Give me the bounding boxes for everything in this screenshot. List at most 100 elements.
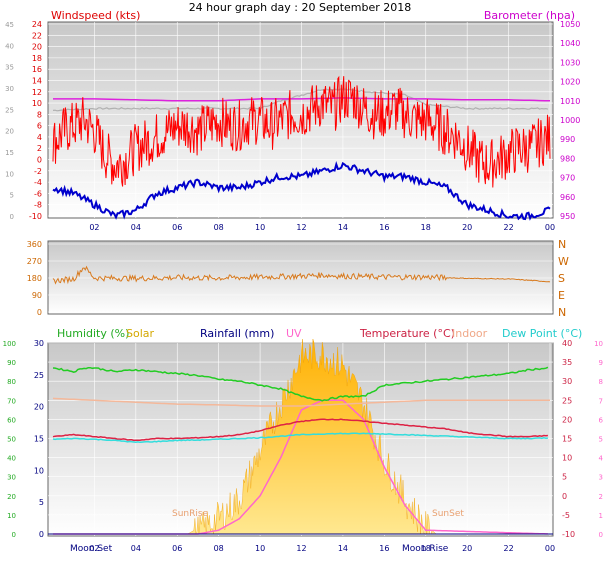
compass-tick: N <box>558 238 566 251</box>
barometer-y-tick: 1020 <box>560 78 580 87</box>
uv-y-axis: 0 1 2 3 4 5 6 7 8 9 10 <box>594 340 603 539</box>
wind-outer-y-tick: 5 <box>10 192 14 200</box>
wind-y-tick: 10 <box>32 99 42 108</box>
uv-y-tick: 8 <box>599 378 603 386</box>
wind-outer-y-tick: 10 <box>5 170 14 178</box>
uv-y-tick: 6 <box>599 416 604 424</box>
humidity-y-axis: 0 10 20 30 40 50 60 70 80 90 100 <box>3 340 16 539</box>
wind-outer-y-tick: 15 <box>5 149 14 157</box>
wind-outer-y-tick: 25 <box>5 106 14 114</box>
wind-outer-y-tick: 40 <box>5 42 14 50</box>
compass-tick: E <box>558 289 565 302</box>
uv-y-tick: 2 <box>599 493 603 501</box>
wind-y-tick: -2 <box>34 167 42 176</box>
uv-y-tick: 1 <box>599 512 603 520</box>
wind-x-tick: 08 <box>214 223 224 232</box>
temperature-y-tick: 15 <box>562 435 572 444</box>
temperature-y-tick: 10 <box>562 454 572 463</box>
humidity-y-tick: 20 <box>7 493 16 501</box>
wind-x-tick: 18 <box>421 223 431 232</box>
wind-x-tick: 04 <box>131 223 141 232</box>
weather-x-tick: 12 <box>296 544 306 553</box>
direction-y-tick: 0 <box>37 308 42 317</box>
rainfall-y-tick: 15 <box>34 435 44 444</box>
wind-outer-y-tick: 35 <box>5 64 14 72</box>
humidity-y-tick: 100 <box>3 340 16 348</box>
uv-y-tick: 4 <box>599 455 604 463</box>
wind-x-tick: 06 <box>172 223 182 232</box>
weather-lines <box>48 338 553 535</box>
wind-lines <box>52 75 551 221</box>
temperature-y-tick: 35 <box>562 358 572 367</box>
wind-outer-y-tick: 45 <box>5 21 14 29</box>
wind-x-tick: 20 <box>462 223 472 232</box>
weather-x-tick: 18 <box>421 544 431 553</box>
weather-x-tick: 02 <box>89 544 99 553</box>
direction-y-axis: 0 90 180 270 360 <box>27 240 42 317</box>
barometer-y-tick: 1030 <box>560 58 580 67</box>
weather-x-axis: 02 04 06 08 10 12 14 16 18 20 22 00 <box>89 544 555 553</box>
humidity-y-tick: 90 <box>7 359 16 367</box>
temperature-y-tick: 5 <box>562 473 567 482</box>
wind-y-tick: 22 <box>32 31 42 40</box>
moon-rise-label: Moon Rise <box>402 544 449 554</box>
barometer-y-axis: 950 960 970 980 990 1000 1010 1020 1030 1040 1050 <box>560 20 580 221</box>
temperature-y-axis: -10 -5 0 5 10 15 20 25 30 35 40 <box>562 339 575 539</box>
wind-legend-barometer: Barometer (hpa) <box>484 9 575 22</box>
graph-title: 24 hour graph day : 20 September 2018 <box>189 1 412 14</box>
legend-rainfall: Rainfall (mm) <box>200 327 274 340</box>
wind-x-tick: 22 <box>503 223 513 232</box>
wind-x-tick: 14 <box>338 223 348 232</box>
weather-x-tick: 06 <box>172 544 182 553</box>
rainfall-y-tick: 20 <box>34 403 44 412</box>
humidity-y-tick: 60 <box>7 416 16 424</box>
temperature-y-tick: 20 <box>562 415 572 424</box>
weather-x-tick: 16 <box>379 544 389 553</box>
barometer-line <box>53 97 551 102</box>
wind-x-tick: 00 <box>545 223 555 232</box>
direction-lines <box>52 265 551 285</box>
rainfall-y-tick: 25 <box>34 371 44 380</box>
wind-outer-y-tick: 0 <box>10 213 14 221</box>
wind-outer-y-axis: 0 5 10 15 20 25 30 35 40 45 <box>5 21 14 221</box>
temperature-y-tick: 40 <box>562 339 572 348</box>
humidity-y-tick: 80 <box>7 378 16 386</box>
temperature-y-tick: 30 <box>562 377 572 386</box>
compass-tick: N <box>558 306 566 319</box>
temperature-line <box>52 418 548 442</box>
wind-y-tick: 16 <box>32 65 42 74</box>
humidity-line <box>52 366 549 402</box>
weather-x-tick: 10 <box>255 544 265 553</box>
wind-y-tick: -8 <box>34 201 42 210</box>
wind-y-tick: 6 <box>37 122 42 131</box>
windspeed-line <box>52 75 551 188</box>
direction-y-tick: 180 <box>27 274 42 283</box>
compass-tick: W <box>558 255 569 268</box>
wind-y-tick: 4 <box>37 133 42 142</box>
wind-y-tick: 2 <box>37 144 42 153</box>
weather-x-tick: 08 <box>214 544 224 553</box>
barometer-y-tick: 1010 <box>560 97 580 106</box>
barometer-y-tick: 980 <box>560 154 575 163</box>
uv-y-tick: 3 <box>599 474 603 482</box>
temperature-y-tick: 25 <box>562 396 572 405</box>
grey-series-line <box>52 88 549 112</box>
wind-y-tick: 18 <box>32 54 42 63</box>
humidity-y-tick: 10 <box>7 512 16 520</box>
uv-y-tick: 0 <box>599 531 603 539</box>
wind-x-tick: 16 <box>379 223 389 232</box>
dewpoint-line <box>52 432 548 444</box>
wind-y-tick: 14 <box>32 76 42 85</box>
uv-y-tick: 7 <box>599 397 603 405</box>
weather-legend: Humidity (%) Solar Rainfall (mm) UV Temp… <box>57 327 582 340</box>
temperature-y-tick: -5 <box>562 511 570 520</box>
barometer-y-tick: 1000 <box>560 116 580 125</box>
weather-x-tick: 04 <box>131 544 141 553</box>
wind-y-tick: 12 <box>32 88 42 97</box>
wind-outer-y-tick: 20 <box>5 128 14 136</box>
humidity-y-tick: 50 <box>7 436 16 444</box>
wind-x-tick: 10 <box>255 223 265 232</box>
